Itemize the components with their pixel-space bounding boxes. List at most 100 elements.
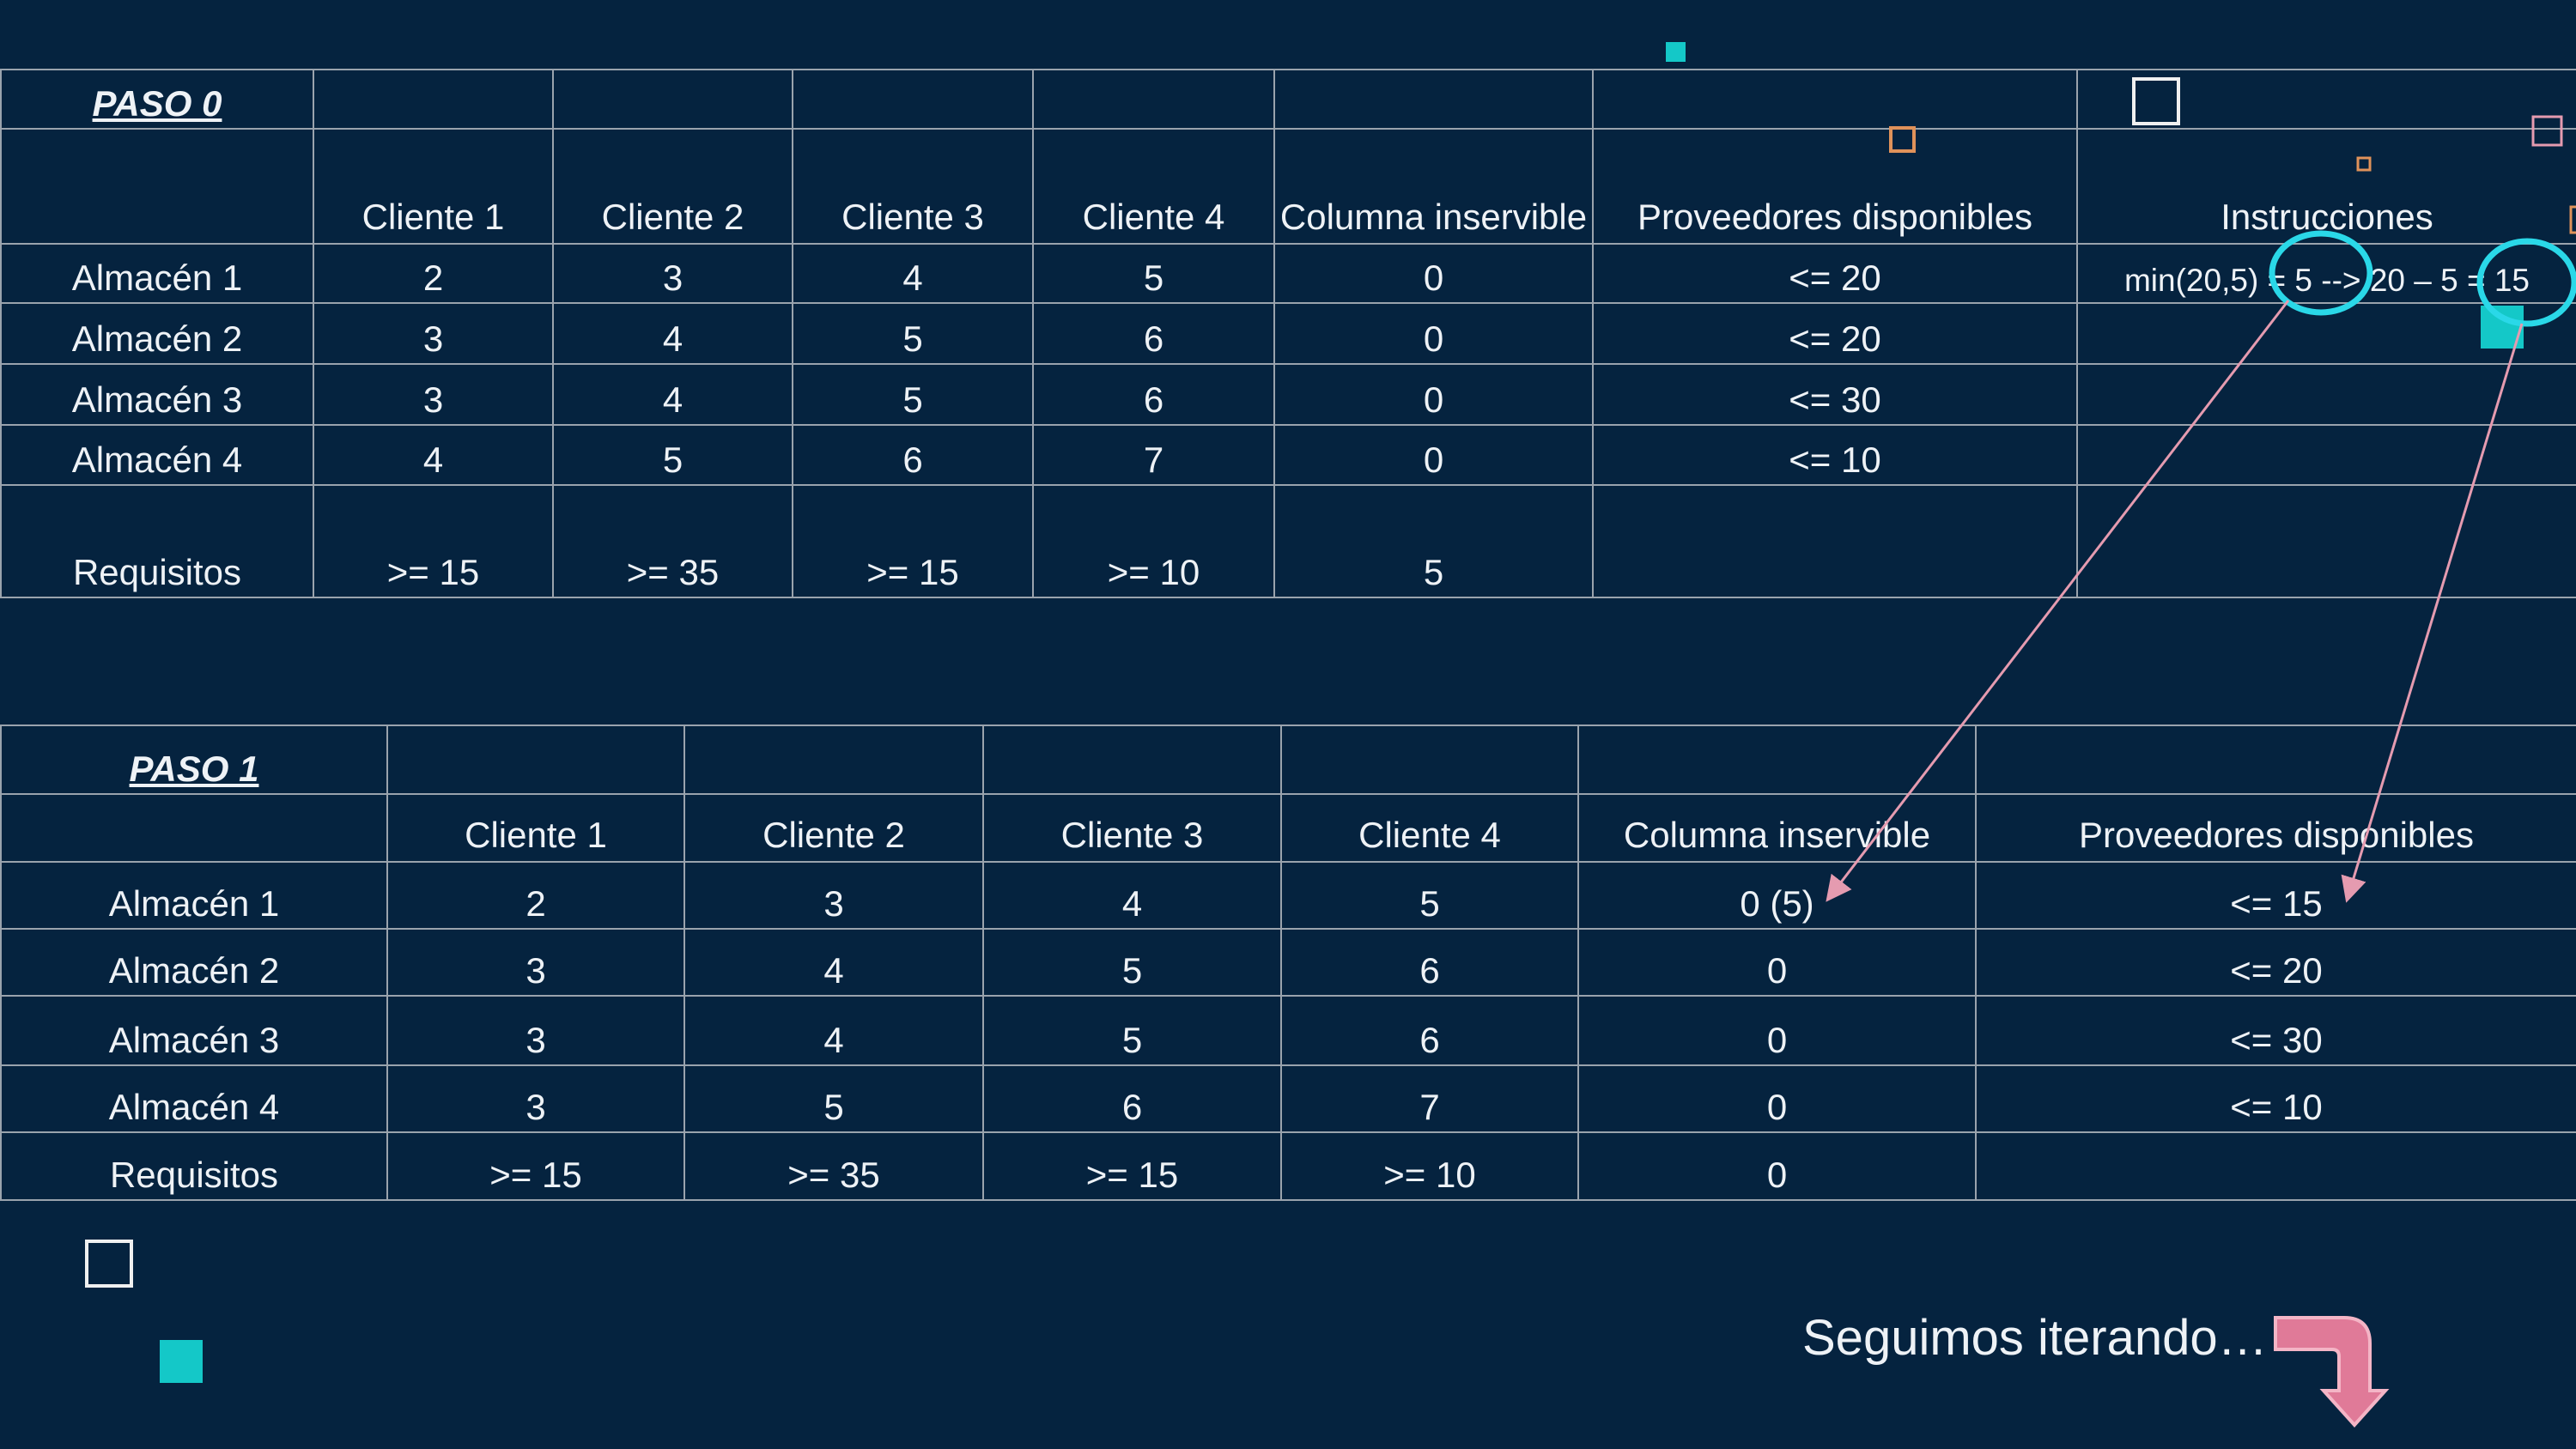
- cell: 3: [386, 1064, 685, 1133]
- row-label: Requisitos: [0, 484, 314, 598]
- data-row: Almacén 2 3 4 5 6 0 <= 20: [0, 928, 2576, 997]
- table-step-0: PASO 0 Cliente 1 Cliente 2 Cliente 3 Cliente…: [0, 69, 2576, 598]
- empty-cell: [2076, 69, 2576, 130]
- header-cell: Proveedores disponibles: [1592, 128, 2078, 245]
- cell: 3: [552, 243, 793, 304]
- cell: >= 15: [792, 484, 1034, 598]
- cell: 6: [1280, 995, 1579, 1066]
- header-row: Cliente 1 Cliente 2 Cliente 3 Cliente 4 Colu…: [0, 793, 2576, 863]
- header-cell: Cliente 1: [313, 128, 554, 245]
- cell: 5: [1273, 484, 1594, 598]
- header-cell: Cliente 3: [982, 793, 1282, 863]
- turn-arrow: [2274, 1316, 2390, 1428]
- cell: 7: [1280, 1064, 1579, 1133]
- square-outline: [85, 1240, 133, 1288]
- cell: 4: [552, 302, 793, 365]
- header-cell: [0, 128, 314, 245]
- header-cell: Cliente 2: [552, 128, 793, 245]
- empty-cell: [683, 724, 984, 795]
- data-row: Almacén 3 3 4 5 6 0 <= 30: [0, 363, 2576, 426]
- header-cell: Instrucciones: [2076, 128, 2576, 245]
- cell: 2: [313, 243, 554, 304]
- cell: 4: [313, 424, 554, 486]
- row-label: Almacén 2: [0, 928, 388, 997]
- cell: 4: [683, 928, 984, 997]
- cell: 5: [683, 1064, 984, 1133]
- header-cell: Columna inservible: [1577, 793, 1977, 863]
- cell: 4: [552, 363, 793, 426]
- cell: <= 20: [1592, 302, 2078, 365]
- table-step-1: PASO 1 Cliente 1 Cliente 2 Cliente 3 Cliente…: [0, 724, 2576, 1201]
- cell: 0: [1273, 424, 1594, 486]
- cell: [2076, 484, 2576, 598]
- empty-cell: [982, 724, 1282, 795]
- cell: <= 30: [1592, 363, 2078, 426]
- cell: 0: [1577, 1064, 1977, 1133]
- cell: 5: [1280, 861, 1579, 930]
- row-label: Almacén 1: [0, 861, 388, 930]
- header-cell: Cliente 4: [1280, 793, 1579, 863]
- square: [1666, 42, 1686, 62]
- cell: 0: [1577, 928, 1977, 997]
- empty-cell: [1280, 724, 1579, 795]
- cell: 0: [1577, 1131, 1977, 1201]
- square: [160, 1340, 203, 1383]
- empty-cell: [792, 69, 1034, 130]
- cell: 2: [386, 861, 685, 930]
- cell: 4: [683, 995, 984, 1066]
- empty-cell: [1592, 69, 2078, 130]
- cell: >= 15: [982, 1131, 1282, 1201]
- cell: 3: [313, 302, 554, 365]
- cell: >= 35: [552, 484, 793, 598]
- cell: 6: [1280, 928, 1579, 997]
- cell: 6: [982, 1064, 1282, 1133]
- data-row: Almacén 2 3 4 5 6 0 <= 20: [0, 302, 2576, 365]
- cell: 0: [1273, 302, 1594, 365]
- header-row: Cliente 1 Cliente 2 Cliente 3 Cliente 4 Colu…: [0, 128, 2576, 245]
- cell: 0: [1273, 363, 1594, 426]
- header-cell: Cliente 4: [1032, 128, 1275, 245]
- cell: >= 15: [313, 484, 554, 598]
- header-cell: [0, 793, 388, 863]
- cell: 0: [1273, 243, 1594, 304]
- cell: >= 15: [386, 1131, 685, 1201]
- title-row: PASO 0: [0, 69, 2576, 130]
- empty-cell: [386, 724, 685, 795]
- row-label: Almacén 1: [0, 243, 314, 304]
- row-label: Almacén 2: [0, 302, 314, 365]
- cell: <= 20: [1592, 243, 2078, 304]
- cell: >= 10: [1032, 484, 1275, 598]
- cell: <= 10: [1592, 424, 2078, 486]
- cell: 6: [792, 424, 1034, 486]
- cell: <= 20: [1975, 928, 2576, 997]
- header-cell: Proveedores disponibles: [1975, 793, 2576, 863]
- header-cell: Cliente 1: [386, 793, 685, 863]
- cell: 5: [792, 302, 1034, 365]
- footer-text: Seguimos iterando…: [1802, 1310, 2268, 1366]
- row-label: Almacén 4: [0, 424, 314, 486]
- table-title: PASO 0: [0, 69, 314, 130]
- cell: 3: [386, 928, 685, 997]
- data-row: Almacén 1 2 3 4 5 0 <= 20 min(20,5) = 5 --> 20 …: [0, 243, 2576, 304]
- cell: 5: [1032, 243, 1275, 304]
- row-label: Almacén 4: [0, 1064, 388, 1133]
- table-title: PASO 1: [0, 724, 388, 795]
- cell: 4: [982, 861, 1282, 930]
- empty-cell: [1273, 69, 1594, 130]
- cell: 5: [552, 424, 793, 486]
- cell: 6: [1032, 302, 1275, 365]
- cell: 3: [386, 995, 685, 1066]
- data-row: Almacén 4 3 5 6 7 0 <= 10: [0, 1064, 2576, 1133]
- empty-cell: [552, 69, 793, 130]
- cell: <= 10: [1975, 1064, 2576, 1133]
- row-label: Almacén 3: [0, 995, 388, 1066]
- cell: 5: [792, 363, 1034, 426]
- cell: [1592, 484, 2078, 598]
- cell: [2076, 363, 2576, 426]
- empty-cell: [1032, 69, 1275, 130]
- data-row: Almacén 4 4 5 6 7 0 <= 10: [0, 424, 2576, 486]
- cell: 4: [792, 243, 1034, 304]
- cell: [1975, 1131, 2576, 1201]
